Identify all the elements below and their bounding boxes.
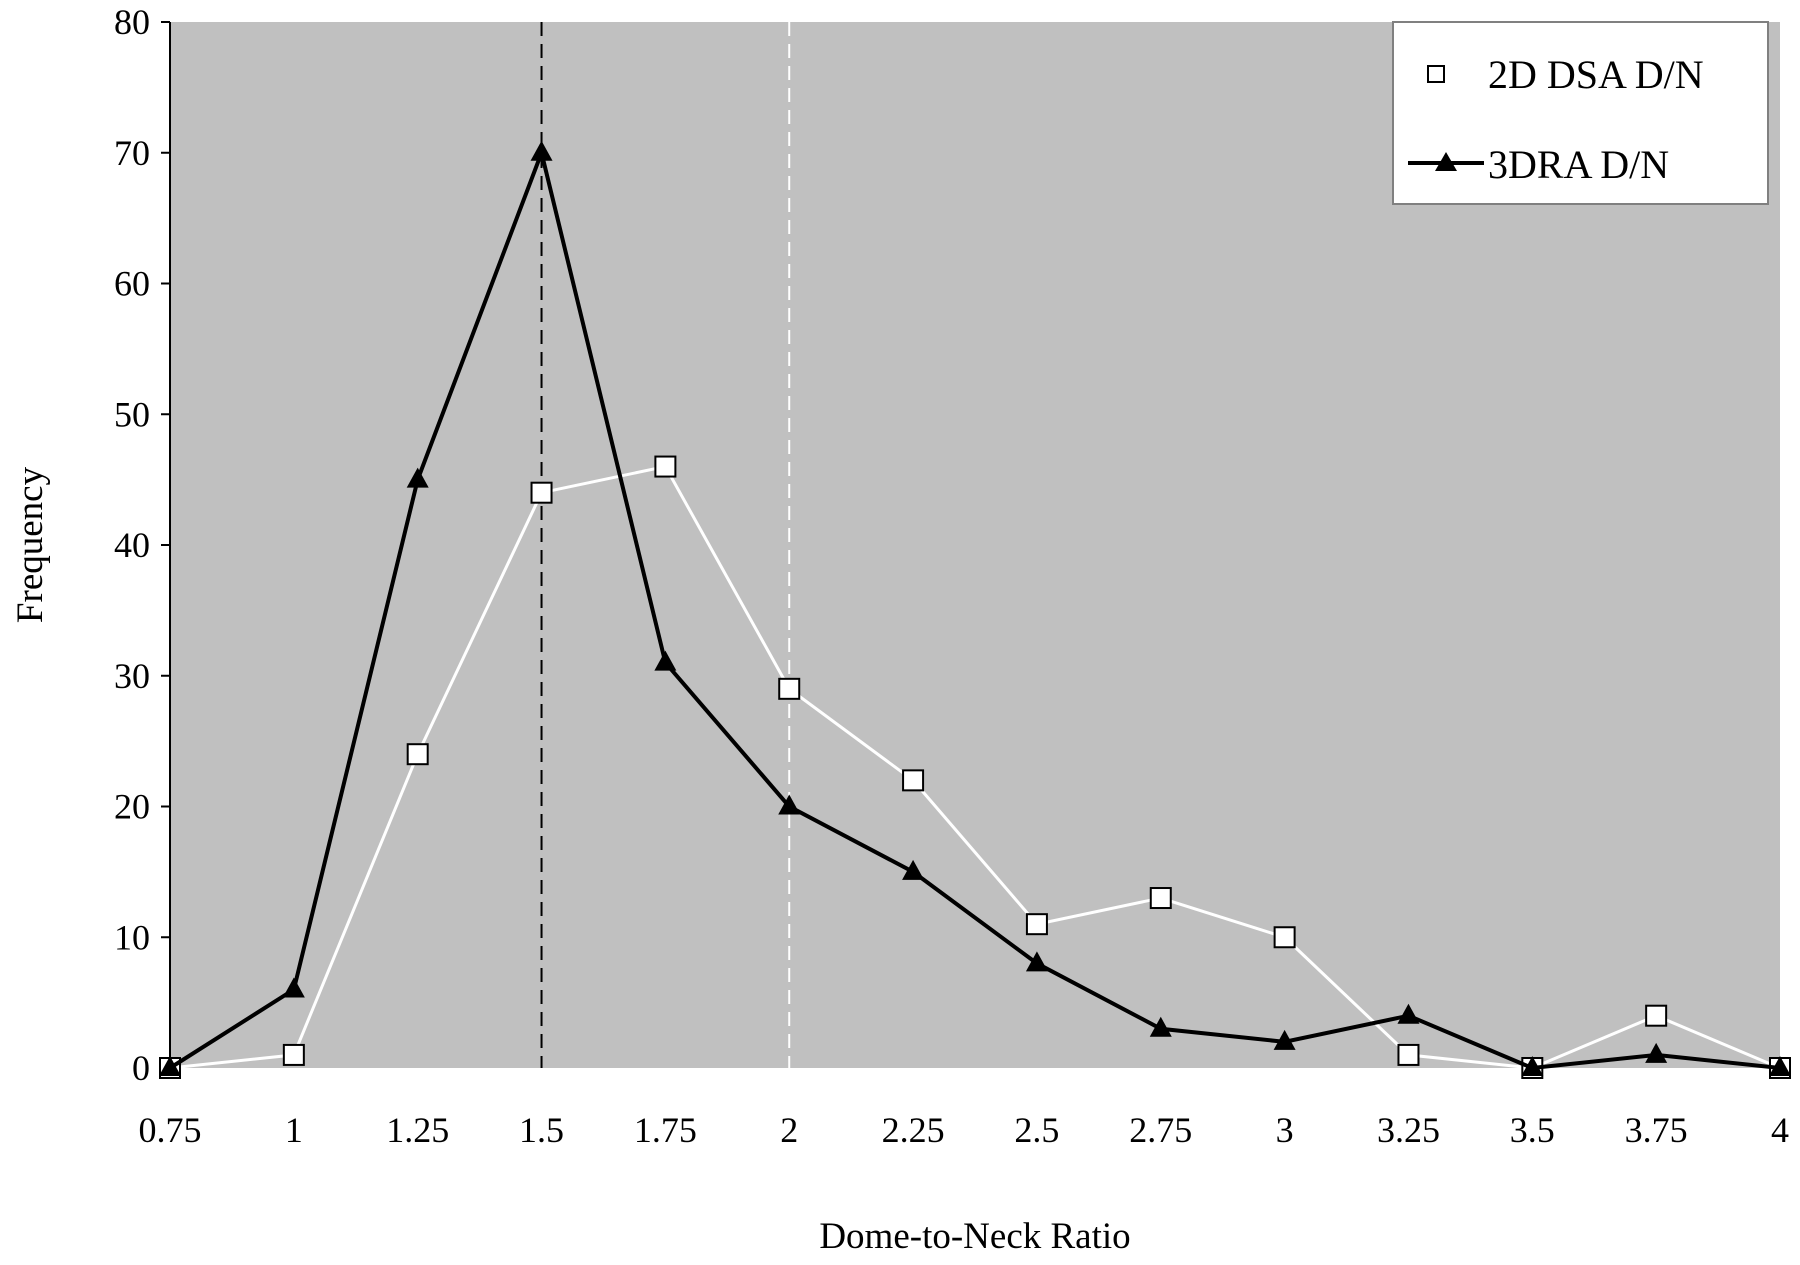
legend: 2D DSA D/N 3DRA D/N xyxy=(1392,21,1769,205)
x-tick-label: 3.75 xyxy=(1625,1110,1688,1150)
data-point xyxy=(1149,887,1172,910)
data-point xyxy=(282,1043,305,1066)
data-point xyxy=(1645,1042,1668,1063)
x-tick-label: 1 xyxy=(285,1110,303,1150)
legend-label-3dra: 3DRA D/N xyxy=(1488,142,1669,187)
legend-marker-3dra xyxy=(1435,152,1457,171)
data-point xyxy=(1025,951,1048,972)
x-tick-label: 3 xyxy=(1276,1110,1294,1150)
legend-box xyxy=(1392,21,1769,205)
y-axis-ticks: 0 10 20 30 40 50 60 70 80 xyxy=(114,2,170,1088)
data-point xyxy=(406,467,429,488)
x-tick-label: 1.75 xyxy=(634,1110,697,1150)
data-point xyxy=(1645,1004,1668,1027)
legend-marker-2d-dsa xyxy=(1427,65,1445,83)
series-line-1 xyxy=(168,145,1781,1071)
data-point xyxy=(1273,1029,1296,1050)
y-tick-label: 30 xyxy=(114,656,150,696)
data-point xyxy=(778,794,801,815)
y-tick-label: 80 xyxy=(114,2,150,42)
x-tick-label: 2.75 xyxy=(1129,1110,1192,1150)
y-tick-label: 70 xyxy=(114,133,150,173)
y-tick-label: 40 xyxy=(114,525,150,565)
x-tick-label: 1.5 xyxy=(519,1110,564,1150)
data-point xyxy=(530,481,553,504)
legend-label-2d-dsa: 2D DSA D/N xyxy=(1488,52,1704,97)
data-point xyxy=(1397,1003,1420,1024)
y-tick-label: 10 xyxy=(114,917,150,957)
data-point xyxy=(1521,1056,1544,1076)
x-tick-label: 4 xyxy=(1771,1110,1789,1150)
x-tick-label: 3.5 xyxy=(1510,1110,1555,1150)
data-point xyxy=(530,140,553,161)
y-tick-label: 60 xyxy=(114,264,150,304)
data-point xyxy=(902,859,925,880)
data-point xyxy=(902,769,925,792)
data-point xyxy=(1273,926,1296,949)
x-axis-ticks: 0.75 1 1.25 1.5 1.75 2 2.25 2.5 2.75 3 3.25 3.5 3.75… xyxy=(139,1110,1790,1150)
data-point xyxy=(1397,1043,1420,1066)
y-tick-label: 0 xyxy=(132,1048,150,1088)
data-point xyxy=(778,677,801,700)
data-point xyxy=(159,1056,181,1076)
data-point xyxy=(654,650,677,671)
x-tick-label: 3.25 xyxy=(1377,1110,1440,1150)
series-line-0 xyxy=(169,464,1781,1070)
y-axis-title: Frequency xyxy=(10,466,51,623)
data-point xyxy=(1149,1016,1172,1037)
reference-lines xyxy=(540,22,791,1068)
data-point xyxy=(654,455,677,478)
series-layer xyxy=(159,140,1791,1079)
x-tick-label: 0.75 xyxy=(139,1110,202,1150)
data-point xyxy=(1769,1056,1791,1076)
data-point xyxy=(406,743,429,766)
data-point xyxy=(282,977,305,998)
x-tick-label: 2.5 xyxy=(1014,1110,1059,1150)
x-tick-label: 2 xyxy=(780,1110,798,1150)
x-axis-title: Dome-to-Neck Ratio xyxy=(819,1216,1130,1257)
y-tick-label: 20 xyxy=(114,787,150,827)
data-point xyxy=(1025,913,1048,936)
y-tick-label: 50 xyxy=(114,394,150,434)
x-tick-label: 2.25 xyxy=(882,1110,945,1150)
x-tick-label: 1.25 xyxy=(386,1110,449,1150)
